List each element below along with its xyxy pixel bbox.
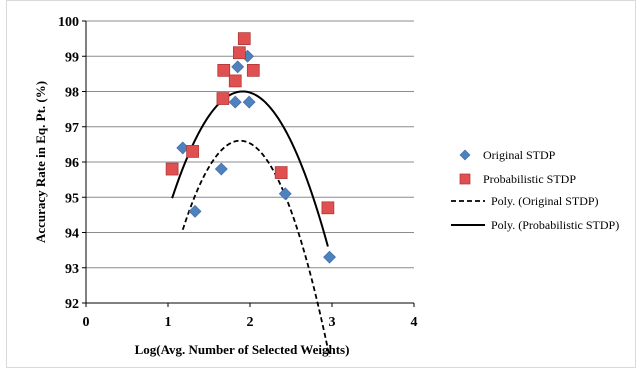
scatter-chart: 92 93 94 95 96 97 98 99 100 0 1 2 3 4 Log(Avg. Number…	[33, 15, 619, 358]
data-points	[165, 32, 336, 264]
x-tick-label: 2	[247, 315, 254, 330]
data-point-original-stdp	[278, 187, 292, 201]
y-tick-label: 93	[65, 262, 79, 277]
tick-labels: 92 93 94 95 96 97 98 99 100 0 1 2 3 4	[58, 15, 418, 330]
data-point-probabilistic-stdp	[186, 145, 199, 158]
data-point-original-stdp	[188, 204, 202, 218]
legend-item: Original STDP	[459, 148, 556, 162]
y-tick-label: 96	[65, 156, 79, 171]
legend-label: Original STDP	[483, 148, 556, 162]
legend-label: Probabilistic STDP	[483, 172, 576, 186]
legend-label: Poly. (Original STDP)	[491, 194, 599, 208]
axes	[82, 20, 415, 307]
x-tick-label: 0	[83, 315, 90, 330]
legend-item: Poly. (Probabilistic STDP)	[451, 218, 619, 232]
x-tick-label: 1	[165, 315, 172, 330]
data-point-original-stdp	[323, 250, 336, 264]
trendlines	[171, 90, 331, 358]
data-point-probabilistic-stdp	[217, 63, 231, 77]
data-point-original-stdp	[214, 162, 228, 176]
legend-item: Probabilistic STDP	[459, 172, 576, 186]
data-point-original-stdp	[231, 60, 245, 74]
x-tick-label: 4	[411, 315, 418, 330]
y-axis-title: Accuracy Rate in Eq. Pt. (%)	[33, 81, 48, 243]
y-tick-label: 99	[65, 50, 79, 65]
data-point-probabilistic-stdp	[232, 46, 246, 60]
trendline-probabilistic-stdp	[171, 90, 329, 247]
y-tick-label: 94	[65, 227, 79, 242]
legend-marker-diamond	[459, 149, 471, 161]
data-point-probabilistic-stdp	[165, 162, 179, 176]
y-tick-label: 97	[65, 121, 79, 136]
y-tick-label: 100	[58, 15, 79, 30]
data-point-probabilistic-stdp	[246, 63, 260, 77]
x-axis-title: Log(Avg. Number of Selected Weights)	[135, 342, 350, 357]
legend: Original STDP Probabilistic STDP Poly. (Or…	[451, 148, 619, 232]
data-point-probabilistic-stdp	[274, 166, 288, 179]
legend-label: Poly. (Probabilistic STDP)	[491, 218, 619, 232]
trendline-original-stdp	[181, 139, 331, 358]
grid-lines	[86, 20, 414, 269]
legend-marker-square	[459, 173, 471, 185]
legend-item: Poly. (Original STDP)	[451, 194, 599, 208]
data-point-probabilistic-stdp	[228, 74, 242, 88]
x-tick-label: 3	[329, 315, 336, 330]
data-point-original-stdp	[228, 95, 242, 109]
data-point-probabilistic-stdp	[237, 32, 251, 45]
data-point-probabilistic-stdp	[321, 201, 335, 215]
y-tick-label: 98	[65, 86, 79, 101]
data-point-probabilistic-stdp	[216, 92, 230, 105]
data-point-original-stdp	[242, 95, 256, 109]
y-tick-label: 95	[65, 191, 79, 206]
y-tick-label: 92	[65, 297, 79, 312]
chart-frame: 92 93 94 95 96 97 98 99 100 0 1 2 3 4 Log(Avg. Number…	[6, 0, 636, 368]
